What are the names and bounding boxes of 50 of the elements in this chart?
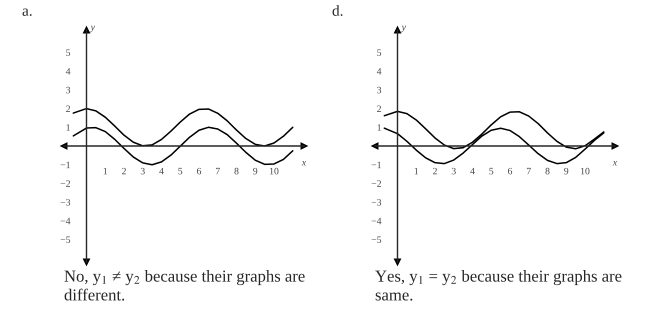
x-tick-label: 7 — [526, 168, 531, 174]
x-tick-label: 4 — [470, 168, 475, 174]
y-tick-label: −3 — [372, 199, 382, 206]
y-tick-label: −1 — [372, 162, 381, 168]
text: No, y$_{1}$ ≠ y$_{2}$ because their graphs are different. — [64, 270, 305, 301]
line-series — [72, 126, 294, 166]
x-tick-label: 9 — [253, 168, 258, 174]
y-tick-label: 4 — [66, 68, 70, 75]
y-tick-label: −1 — [60, 162, 70, 168]
y-tick-label: −4 — [372, 218, 382, 224]
y-tick-label: 4 — [376, 68, 382, 75]
y-tick-label: 3 — [377, 86, 382, 94]
y-tick-label: 1 — [378, 124, 381, 131]
y-axis-title: y — [400, 26, 406, 32]
y-tick-label: 2 — [377, 106, 381, 112]
x-tick-label: 9 — [564, 168, 568, 174]
y-tick-label: 1 — [66, 124, 70, 131]
line-series — [72, 108, 294, 147]
x-tick-label: 1 — [104, 168, 108, 174]
text: Yes, y$_{1}$ = y$_{2}$ because their graphs are same. — [375, 270, 622, 301]
chart-title: d. — [332, 5, 342, 16]
x-tick-label: 3 — [452, 168, 456, 174]
y-tick-label: −2 — [60, 180, 70, 187]
x-tick-label: 6 — [196, 168, 202, 174]
x-axis-title: x — [302, 161, 306, 166]
y-axis-title: y — [90, 26, 95, 32]
x-tick-label: 7 — [216, 168, 220, 174]
x-axis-title: x — [612, 161, 618, 166]
x-tick-label: 6 — [508, 168, 512, 174]
x-tick-label: 2 — [432, 168, 437, 174]
x-tick-label: 8 — [545, 168, 550, 174]
x-tick-label: 5 — [489, 168, 494, 174]
y-tick-label: −5 — [372, 236, 382, 244]
y-tick-label: −4 — [60, 218, 70, 224]
y-tick-label: 3 — [66, 86, 70, 94]
x-tick-label: 5 — [178, 168, 182, 174]
y-tick-label: −2 — [372, 180, 381, 187]
x-tick-label: 2 — [122, 168, 126, 174]
y-tick-label: 5 — [66, 49, 70, 56]
x-tick-label: 10 — [270, 168, 278, 174]
chart-title: a. — [22, 8, 32, 16]
y-tick-label: −3 — [60, 199, 70, 206]
x-tick-label: 3 — [140, 168, 145, 174]
x-tick-label: 4 — [159, 168, 164, 174]
x-tick-label: 1 — [414, 168, 418, 174]
y-tick-label: −5 — [60, 236, 70, 244]
x-tick-label: 10 — [580, 168, 590, 174]
y-tick-label: 5 — [377, 49, 382, 56]
x-tick-label: 8 — [234, 168, 239, 174]
y-tick-label: 2 — [66, 106, 70, 112]
